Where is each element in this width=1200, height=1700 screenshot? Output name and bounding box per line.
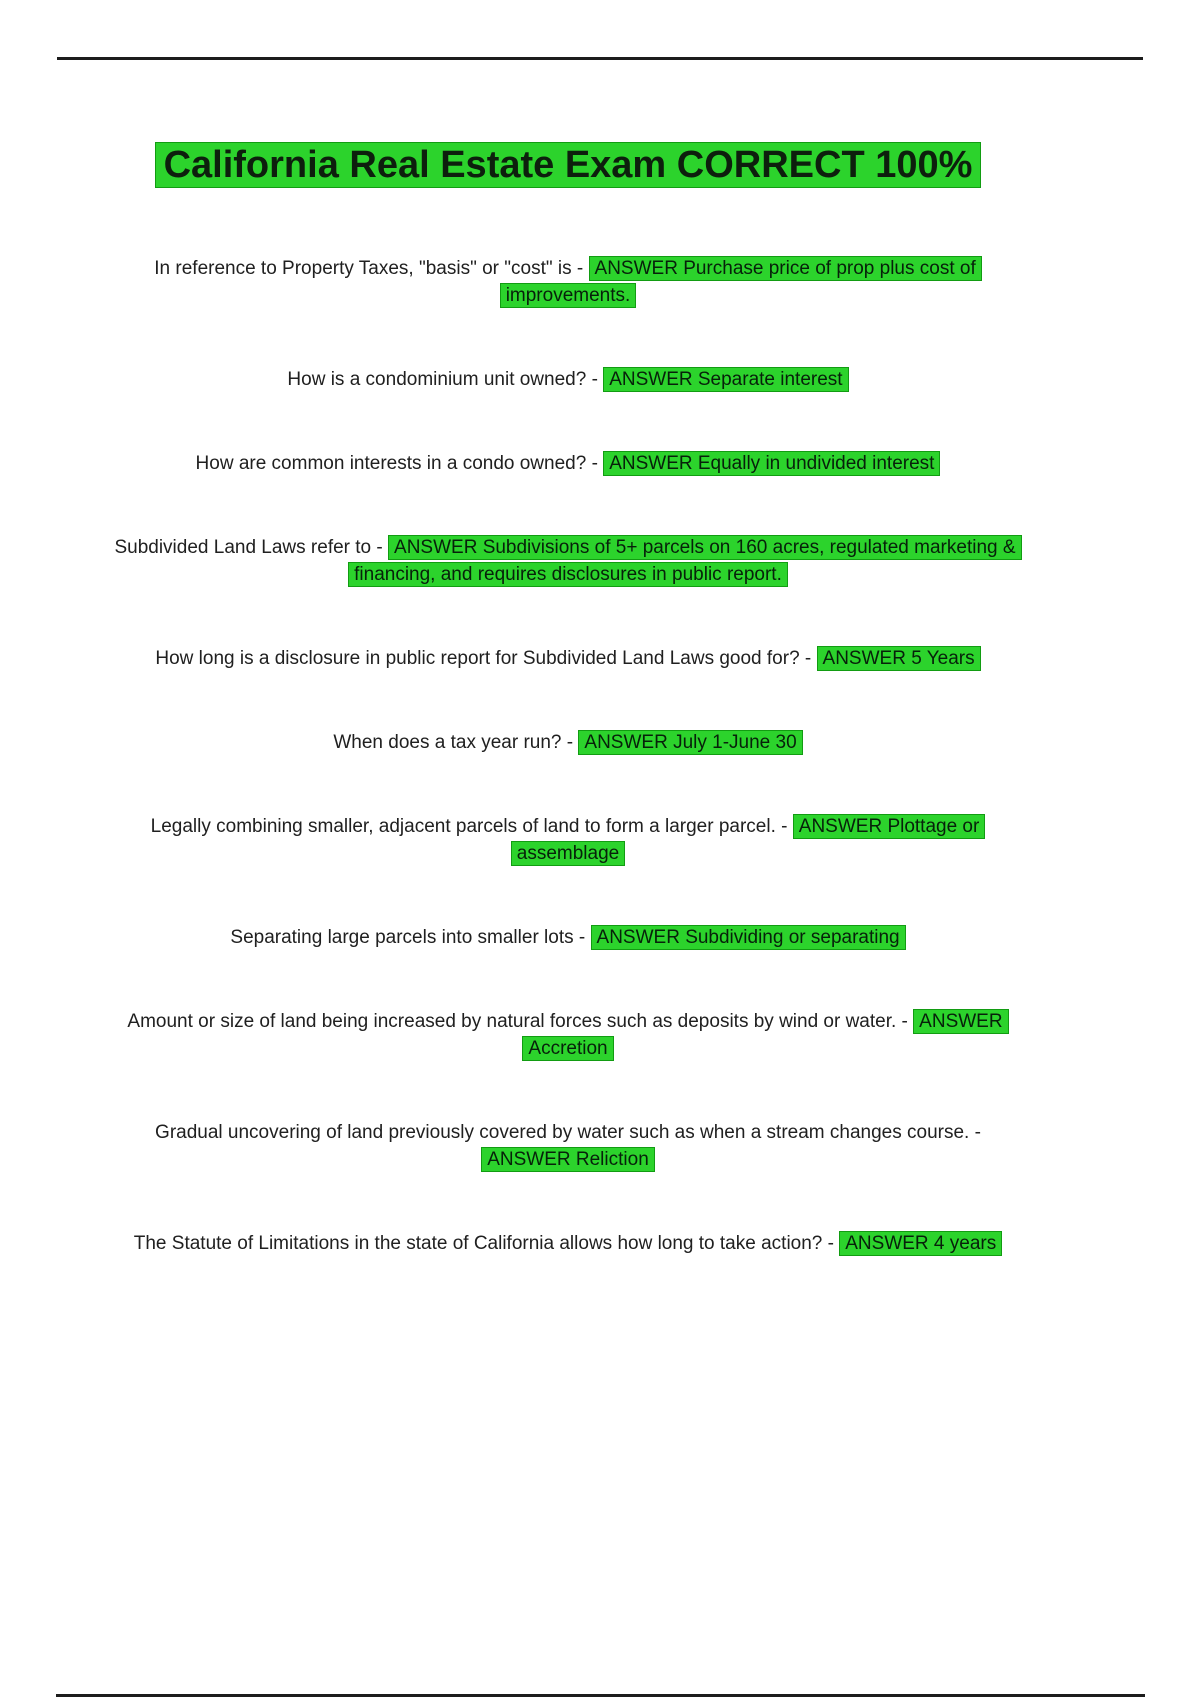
top-rule	[57, 57, 1143, 60]
qa-separator	[583, 258, 588, 279]
qa-item: The Statute of Limitations in the state …	[57, 1230, 1079, 1257]
question-text: When does a tax year run? -	[333, 732, 574, 753]
qa-separator	[811, 648, 816, 669]
qa-list: In reference to Property Taxes, "basis" …	[57, 255, 1079, 1257]
answer-highlight: ANSWER Separate interest	[603, 367, 849, 392]
question-text: How is a condominium unit owned? -	[287, 369, 598, 390]
qa-item: Subdivided Land Laws refer to - ANSWER S…	[57, 534, 1079, 588]
question-text: How long is a disclosure in public repor…	[155, 648, 812, 669]
qa-separator	[787, 816, 792, 837]
bottom-rule	[56, 1694, 1145, 1697]
qa-item: Amount or size of land being increased b…	[57, 1008, 1079, 1062]
question-text: How are common interests in a condo owne…	[195, 453, 598, 474]
question-text: Legally combining smaller, adjacent parc…	[150, 816, 788, 837]
answer-highlight: ANSWER Subdividing or separating	[590, 925, 906, 950]
qa-item: How long is a disclosure in public repor…	[57, 645, 1079, 672]
question-text: In reference to Property Taxes, "basis" …	[154, 258, 584, 279]
qa-item: How are common interests in a condo owne…	[57, 450, 1079, 477]
qa-item: Legally combining smaller, adjacent parc…	[57, 813, 1079, 867]
answer-highlight: ANSWER 5 Years	[816, 646, 981, 671]
qa-item: Separating large parcels into smaller lo…	[57, 924, 1079, 951]
page-title: California Real Estate Exam CORRECT 100%	[57, 140, 1079, 190]
answer-highlight: ANSWER Equally in undivided interest	[603, 451, 941, 476]
question-text: Subdivided Land Laws refer to -	[114, 537, 383, 558]
question-text: Separating large parcels into smaller lo…	[230, 927, 586, 948]
title-highlight: California Real Estate Exam CORRECT 100%	[154, 142, 982, 188]
qa-item: Gradual uncovering of land previously co…	[57, 1119, 1079, 1173]
question-text: Gradual uncovering of land previously co…	[155, 1122, 981, 1143]
qa-item: How is a condominium unit owned? - ANSWE…	[57, 366, 1079, 393]
qa-item: When does a tax year run? - ANSWER July …	[57, 729, 1079, 756]
question-text: Amount or size of land being increased b…	[127, 1011, 908, 1032]
answer-highlight: ANSWER Subdivisions of 5+ parcels on 160…	[348, 535, 1022, 587]
answer-highlight: ANSWER July 1-June 30	[578, 730, 803, 755]
qa-separator	[585, 927, 590, 948]
answer-highlight: ANSWER 4 years	[839, 1231, 1003, 1256]
qa-item: In reference to Property Taxes, "basis" …	[57, 255, 1079, 309]
question-text: The Statute of Limitations in the state …	[133, 1233, 834, 1254]
answer-highlight: ANSWER Reliction	[481, 1147, 655, 1172]
